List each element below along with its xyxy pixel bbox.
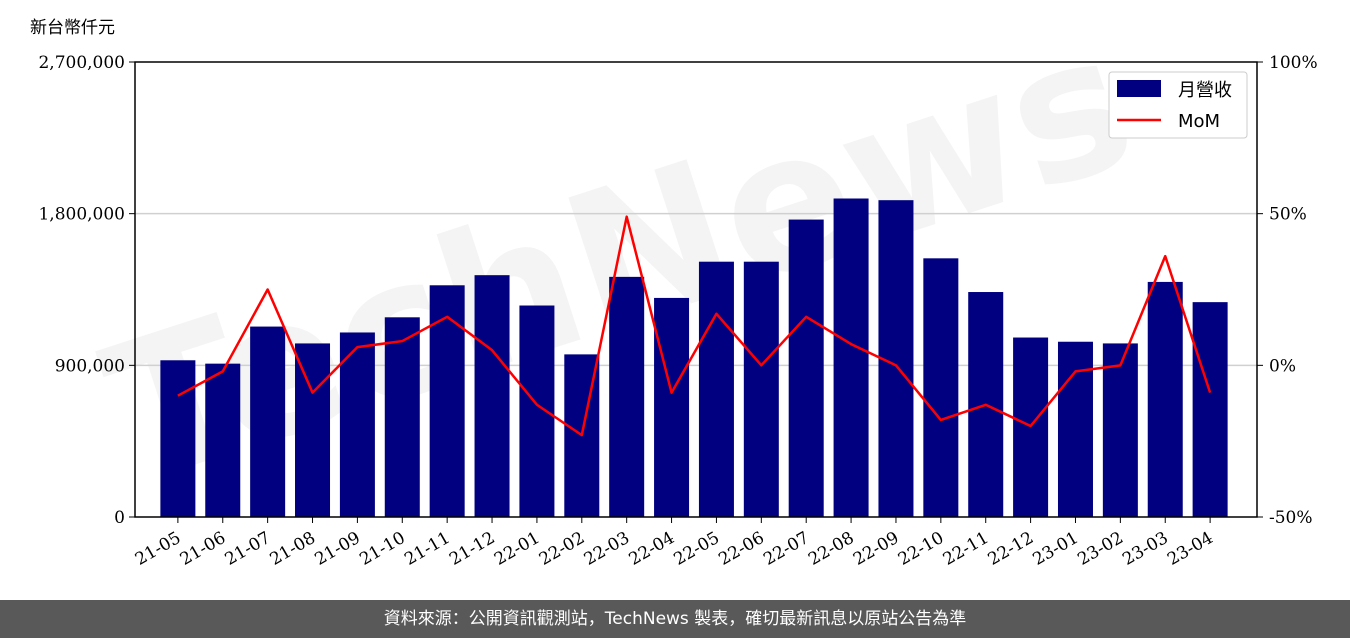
x-tick-label: 21-07 [222, 528, 274, 570]
bar [1147, 281, 1183, 517]
bar [519, 305, 555, 517]
x-tick-label: 23-04 [1164, 528, 1216, 570]
left-axis: 0 900,000 1,800,000 2,700,000 [38, 53, 135, 528]
x-tick-label: 22-07 [760, 528, 812, 570]
bar [295, 343, 331, 517]
bar [923, 258, 959, 517]
x-tick-label: 21-08 [267, 528, 319, 570]
left-tick-label: 900,000 [55, 356, 125, 376]
x-tick-label: 23-03 [1119, 528, 1171, 570]
source-footer: 資料來源：公開資訊觀測站，TechNews 製表，確切最新訊息以原站公告為準 [0, 600, 1350, 638]
right-tick-label: 100% [1269, 53, 1318, 73]
x-tick-label: 22-09 [850, 528, 902, 570]
bar [743, 261, 779, 517]
mom-line [177, 215, 1212, 437]
legend-bar-swatch [1117, 80, 1161, 97]
x-tick-label: 21-09 [311, 528, 363, 570]
bar [429, 285, 465, 517]
bar [788, 219, 824, 517]
x-tick-label: 21-10 [356, 528, 408, 570]
legend-bar-label: 月營收 [1178, 80, 1232, 101]
left-tick-label: 0 [114, 508, 125, 528]
bar [698, 261, 734, 517]
x-tick-label: 22-03 [581, 528, 633, 570]
mom-series [177, 215, 1212, 437]
x-tick-label: 22-05 [670, 528, 722, 570]
bar [474, 275, 510, 517]
x-tick-label: 22-06 [715, 528, 767, 570]
bar [1013, 337, 1049, 517]
bar [384, 317, 420, 517]
plot-frame [134, 61, 1258, 518]
bar [1192, 302, 1228, 517]
right-axis: -50% 0% 50% 100% [1257, 53, 1318, 528]
chart: TechNews 新台幣仟元 0900,0001,800,0002,700,00… [30, 0, 1318, 570]
x-tick-label: 22-04 [626, 528, 678, 570]
bar [160, 360, 196, 517]
x-tick-label: 21-05 [132, 528, 184, 570]
x-tick-label: 22-08 [805, 528, 857, 570]
right-tick-label: 0% [1269, 356, 1296, 376]
y-unit-label: 新台幣仟元 [30, 18, 115, 38]
x-tick-label: 22-12 [985, 528, 1037, 570]
legend-line-label: MoM [1178, 111, 1220, 132]
right-tick-label: 50% [1269, 205, 1307, 225]
x-tick-label: 23-01 [1030, 528, 1082, 570]
bar [609, 276, 645, 517]
bar [1057, 341, 1093, 517]
x-tick-label: 21-06 [177, 528, 229, 570]
x-axis: 21-0521-0621-0721-0821-0921-1021-1121-12… [132, 517, 1217, 570]
right-tick-label: -50% [1269, 508, 1313, 528]
x-tick-label: 22-10 [895, 528, 947, 570]
x-tick-label: 22-02 [536, 528, 588, 570]
bar [654, 297, 690, 517]
bar [205, 363, 241, 517]
bar [339, 332, 375, 517]
bar [1102, 343, 1138, 517]
x-tick-label: 21-11 [401, 528, 453, 570]
x-tick-label: 21-12 [446, 528, 498, 570]
x-tick-label: 22-11 [940, 528, 992, 570]
bar-series [160, 198, 1228, 517]
left-tick-label: 2,700,000 [38, 53, 125, 73]
bar [250, 326, 286, 517]
x-tick-label: 22-01 [491, 528, 543, 570]
left-tick-label: 1,800,000 [38, 205, 125, 225]
legend: 月營收 MoM [1108, 71, 1248, 139]
bar [833, 198, 869, 517]
x-tick-label: 23-02 [1074, 528, 1126, 570]
